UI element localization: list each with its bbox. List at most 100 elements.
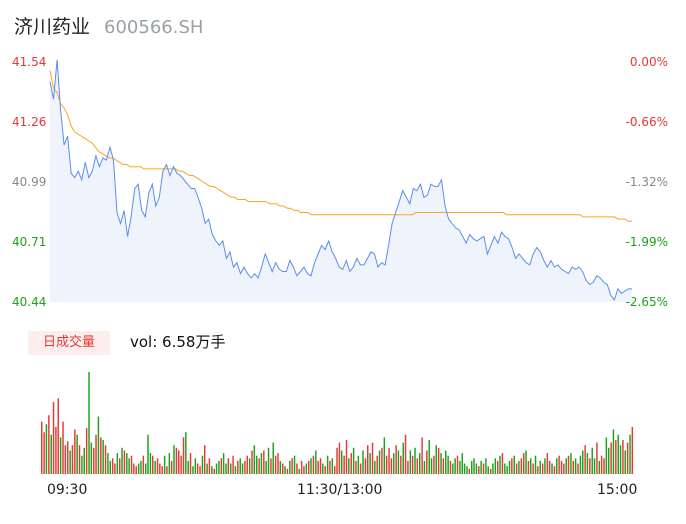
volume-bar (123, 450, 126, 474)
volume-bar (421, 437, 423, 474)
volume-bar (211, 466, 213, 474)
volume-bar (400, 455, 402, 474)
volume-bar (459, 460, 461, 474)
volume-bar (305, 463, 308, 474)
volume-bar (563, 463, 565, 474)
volume-bar (369, 453, 371, 474)
y-left-tick: 40.71 (12, 235, 47, 249)
volume-bar (537, 466, 539, 474)
volume-bar (409, 450, 412, 474)
volume-bar (241, 463, 244, 474)
y-left-tick: 40.44 (12, 295, 47, 309)
volume-bar (492, 463, 494, 474)
volume-bar (610, 442, 612, 474)
volume-bar (121, 447, 123, 474)
volume-bar (319, 458, 322, 474)
volume-bar (359, 463, 362, 474)
volume-bar (393, 453, 395, 474)
volume-bar (485, 458, 487, 474)
volume-bar (619, 445, 622, 474)
stock-header: 济川药业 600566.SH (14, 12, 203, 42)
volume-bar (624, 450, 626, 474)
volume-bar (234, 466, 237, 474)
volume-bar (574, 458, 577, 474)
volume-bar (367, 445, 369, 474)
volume-bar (213, 468, 215, 474)
volume-bar (322, 463, 324, 474)
volume-bar (615, 440, 617, 474)
volume-bar (617, 434, 619, 474)
volume-bar (626, 442, 629, 474)
volume-bar (577, 463, 579, 474)
volume-bar (308, 460, 310, 474)
volume-bar (232, 455, 234, 474)
volume-bar (185, 432, 187, 474)
volume-bar (352, 447, 355, 474)
volume-bar (41, 421, 43, 474)
volume-bar (350, 453, 352, 474)
volume-bar (551, 463, 553, 474)
volume-bar (83, 447, 85, 474)
volume-bar (608, 447, 610, 474)
volume-bar (622, 440, 624, 474)
volume-bar (274, 455, 277, 474)
volume-bar (452, 463, 454, 474)
volume-bar (546, 453, 549, 474)
volume-bar (225, 463, 227, 474)
volume-bar (270, 458, 272, 474)
volume-bar (437, 447, 440, 474)
x-tick-open: 09:30 (47, 482, 88, 498)
volume-bar (149, 453, 152, 474)
volume-bar (565, 458, 567, 474)
volume-bar (109, 460, 111, 474)
volume-bar (374, 460, 376, 474)
volume-bar (598, 460, 601, 474)
volume-bar (586, 453, 589, 474)
volume-bar (466, 466, 468, 474)
volume-bar (355, 460, 357, 474)
volume-bar (631, 426, 634, 474)
volume-bar (532, 463, 534, 474)
volume-bar (251, 450, 253, 474)
volume-bar (282, 463, 284, 474)
volume-bar (357, 455, 360, 474)
volume-bar (189, 453, 192, 474)
volume-bar (310, 458, 312, 474)
volume-bar (128, 458, 130, 474)
volume-bar (326, 455, 329, 474)
volume-bar (426, 450, 428, 474)
volume-bar (497, 460, 499, 474)
volume-bar (515, 463, 518, 474)
volume-bar (499, 455, 501, 474)
volume-bar (289, 460, 291, 474)
volume-bar (192, 466, 194, 474)
volume-bar (397, 450, 400, 474)
volume-bar (52, 402, 55, 474)
volume-bar (303, 466, 305, 474)
volume-bar (59, 437, 62, 474)
volume-bar (428, 440, 430, 474)
volume-bar (187, 460, 189, 474)
volume-bar (548, 460, 551, 474)
volume-bar (135, 466, 137, 474)
y-left-tick: 41.26 (12, 115, 47, 129)
volume-bar (312, 455, 315, 474)
volume-bar (371, 442, 374, 474)
volume-bar (513, 455, 515, 474)
y-left-tick: 41.54 (12, 55, 47, 69)
volume-bar (78, 445, 81, 474)
volume-bar (107, 453, 109, 474)
volume-bar (175, 447, 178, 474)
volume-bar (218, 460, 220, 474)
volume-badge[interactable]: 日成交量 (28, 331, 110, 355)
volume-bar (137, 463, 140, 474)
volume-bar (338, 442, 341, 474)
volume-bar (114, 463, 116, 474)
stock-name: 济川药业 (14, 16, 91, 38)
volume-bar (293, 455, 296, 474)
volume-bar (201, 455, 204, 474)
price-area (50, 59, 632, 302)
volume-bar (291, 458, 293, 474)
volume-bar (296, 463, 298, 474)
volume-bar (88, 372, 90, 474)
